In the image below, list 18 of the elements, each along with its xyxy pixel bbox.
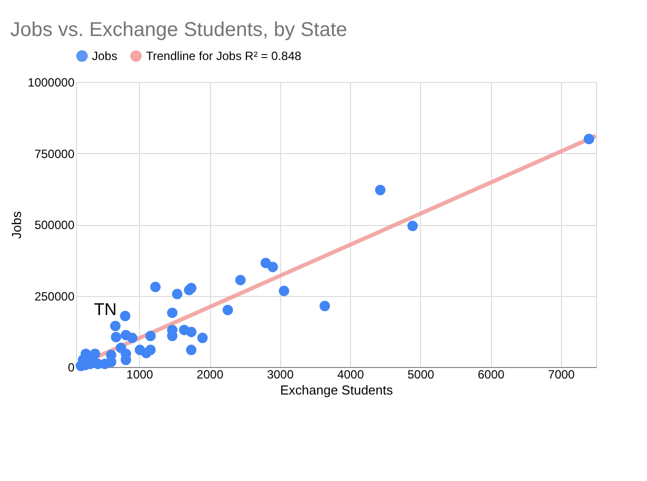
chart-title: Jobs vs. Exchange Students, by State [10,19,348,41]
x-tick-label: 1000 [126,368,154,382]
x-tick-label: 4000 [337,368,364,382]
x-tick-label: 6000 [478,368,505,382]
x-tick-label: 7000 [548,368,576,382]
x-tick-label: 5000 [407,368,434,382]
x-tick-label: 3000 [266,368,294,382]
y-tick-label: 250000 [34,289,75,304]
y-axis-title: Jobs [8,210,24,239]
y-tick-label: 0 [68,360,75,374]
x-tick-label: 2000 [196,368,224,382]
legend-label: Jobs [92,49,118,63]
x-axis-title: Exchange Students [280,382,394,398]
y-tick-label: 750000 [34,146,75,161]
annotation: TN [94,300,117,319]
legend-label: Trendline for Jobs R² = 0.848 [146,49,302,63]
y-tick-label: 1000000 [28,76,75,90]
y-tick-label: 500000 [34,218,75,232]
